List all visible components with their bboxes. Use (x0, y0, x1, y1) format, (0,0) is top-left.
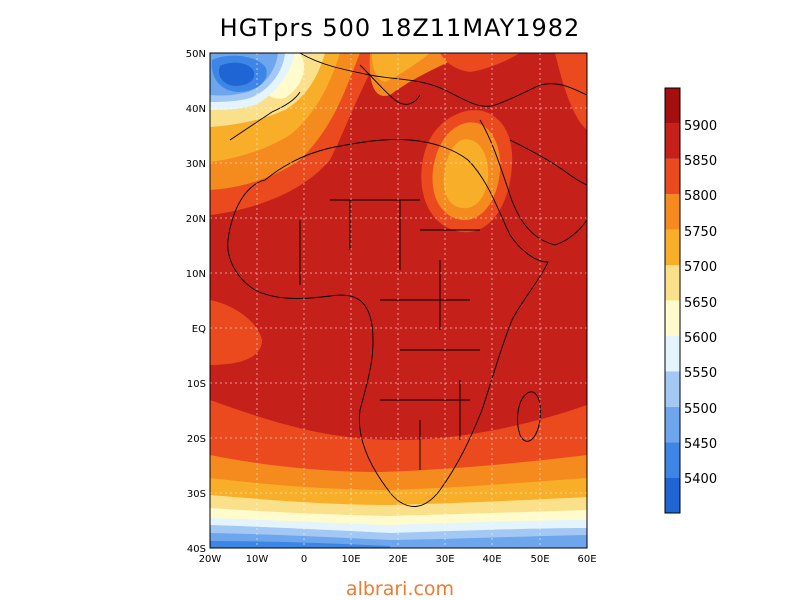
colorbar-swatch (665, 194, 680, 230)
lat-tick: 50N (186, 49, 206, 60)
contour-5400-north (218, 62, 255, 86)
contour-5850-ne2 (440, 53, 520, 72)
colorbar-label: 5500 (684, 402, 717, 417)
colorbar-swatch (665, 229, 680, 266)
colorbar-swatch (665, 371, 680, 407)
lon-tick: 40E (482, 554, 501, 565)
lat-tick: 30S (187, 489, 206, 500)
colorbar-label: 5850 (684, 154, 717, 169)
lon-tick: 30E (435, 554, 454, 565)
contour-5850-west-eq (210, 300, 262, 365)
colorbar-label: 5650 (684, 296, 717, 311)
lon-tick: 0 (301, 554, 307, 565)
colorbar-swatch (665, 123, 680, 159)
lat-tick: 10S (187, 379, 206, 390)
height-field (210, 53, 587, 548)
colorbar-labels: 5400 5450 5500 5550 5600 5650 5700 5750 … (684, 119, 717, 487)
lat-tick: EQ (192, 324, 206, 335)
colorbar-swatch (665, 406, 680, 443)
lat-axis: 50N 40N 30N 20N 10N EQ 10S 20S 30S 40S (186, 49, 206, 555)
colorbar-label: 5750 (684, 225, 717, 240)
colorbar-swatch (665, 265, 680, 301)
colorbar-swatch (665, 158, 680, 195)
lon-tick: 20E (388, 554, 407, 565)
contour-5750-trough (443, 139, 489, 209)
lat-tick: 40N (186, 104, 206, 115)
colorbar-label: 5800 (684, 189, 717, 204)
colorbar-frame (664, 87, 681, 514)
colorbar-label: 5450 (684, 437, 717, 452)
lat-tick: 20N (186, 214, 206, 225)
lon-tick: 10E (341, 554, 360, 565)
lon-tick: 50E (530, 554, 549, 565)
contour-5450-south (210, 541, 390, 548)
colorbar-label: 5400 (684, 472, 717, 487)
lat-tick: 10N (186, 269, 206, 280)
colorbar-label: 5700 (684, 260, 717, 275)
lon-tick: 20W (199, 554, 222, 565)
colorbar-label: 5550 (684, 366, 717, 381)
coastlines (227, 53, 587, 507)
colorbar-label: 5600 (684, 331, 717, 346)
map-frame (209, 52, 588, 549)
lat-tick: 30N (186, 159, 206, 170)
colorbar-swatch (665, 477, 680, 513)
lon-axis: 20W 10W 0 10E 20E 30E 40E 50E 60E (199, 554, 597, 565)
lat-tick: 40S (187, 544, 206, 555)
lon-tick: 60E (577, 554, 596, 565)
contour-5850-east (555, 53, 587, 130)
colorbar-swatch (665, 300, 680, 336)
lon-tick: 10W (246, 554, 269, 565)
contour-5750-ne (372, 53, 430, 82)
watermark: albrari.com (345, 578, 455, 600)
colorbar-swatch (665, 335, 680, 372)
colorbar-swatch (665, 442, 680, 478)
map-title: HGTprs 500 18Z11MAY1982 (219, 14, 581, 42)
colorbar-swatch (665, 88, 680, 124)
colorbar (664, 87, 681, 514)
colorbar-label: 5900 (684, 119, 717, 134)
lat-tick: 20S (187, 434, 206, 445)
